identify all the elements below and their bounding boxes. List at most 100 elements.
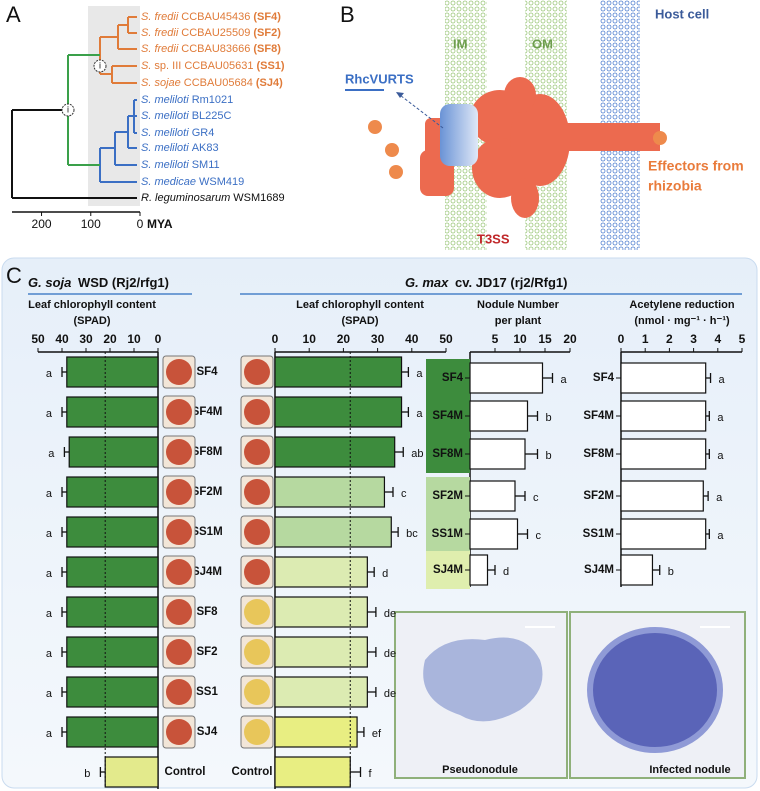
significance-letter: c xyxy=(533,492,539,504)
taxon-name: S. meliloti xyxy=(141,110,189,122)
x-tick-label: 30 xyxy=(371,332,385,346)
nodule xyxy=(244,599,270,625)
significance-letter: a xyxy=(46,728,53,740)
bar xyxy=(66,476,159,508)
bar xyxy=(274,556,368,588)
x-tick-label: 40 xyxy=(55,332,69,346)
node-marker xyxy=(61,103,75,117)
bar xyxy=(620,518,707,550)
panel-letter: C xyxy=(6,263,22,288)
species: G. soja xyxy=(28,275,71,290)
nodule xyxy=(244,679,270,705)
taxon-strain: CCBAU45436 xyxy=(181,11,250,23)
nodule xyxy=(244,439,270,465)
significance-letter: ef xyxy=(372,728,382,740)
micrograph-label: Pseudonodule xyxy=(442,764,518,776)
taxon-code: (SF4) xyxy=(253,11,281,23)
nodule xyxy=(244,479,270,505)
category-label: SF4M xyxy=(192,406,223,418)
chart-title: Acetylene reduction xyxy=(629,299,734,311)
category-label: SF2M xyxy=(432,490,463,502)
significance-letter: d xyxy=(382,568,388,580)
bar xyxy=(469,400,529,432)
significance-letter: a xyxy=(561,374,568,386)
x-tick-label: 0 xyxy=(618,332,625,346)
x-tick-label: 10 xyxy=(513,332,527,346)
category-box xyxy=(426,435,470,473)
significance-letter: b xyxy=(84,768,90,780)
root xyxy=(11,109,137,199)
x-tick-label: 5 xyxy=(492,332,499,346)
group-header: G. max cv. JD17 (rj2/Rfg1) xyxy=(405,275,567,290)
category-box xyxy=(426,397,470,435)
significance-letter: a xyxy=(46,408,53,420)
significance-letter: bc xyxy=(406,528,418,540)
om-label: OM xyxy=(532,36,553,51)
taxon-label: S. meliloti GR4 xyxy=(141,127,214,139)
taxon-code: (SF2) xyxy=(253,27,281,39)
nodule xyxy=(166,559,192,585)
bar xyxy=(68,436,159,468)
taxon-code: (SS1) xyxy=(256,60,284,72)
bar xyxy=(66,596,159,628)
x-tick-label: 0 xyxy=(272,332,279,346)
x-tick-label: 40 xyxy=(405,332,419,346)
significance-letter: a xyxy=(46,688,53,700)
nodule xyxy=(166,359,192,385)
significance-letter: de xyxy=(384,688,396,700)
category-label: SF8 xyxy=(196,606,218,618)
bar xyxy=(274,476,386,508)
cultivar: WSD (Rj2/rfg1) xyxy=(78,275,169,290)
taxon-name: S. xyxy=(141,60,151,72)
x-tick-label: 100 xyxy=(81,217,101,231)
significance-letter: b xyxy=(546,450,552,462)
bar xyxy=(469,438,526,470)
category-label: SJ4M xyxy=(584,564,614,576)
taxon-strain: Rm1021 xyxy=(192,94,234,106)
taxon-label: R. leguminosarum WSM1689 xyxy=(141,192,285,204)
x-tick-label: 5 xyxy=(739,332,746,346)
taxon-strain: BL225C xyxy=(192,110,232,122)
x-tick-label: 10 xyxy=(303,332,317,346)
x-tick-label: 20 xyxy=(563,332,577,346)
bar xyxy=(620,400,707,432)
nodule xyxy=(244,559,270,585)
significance-letter: a xyxy=(716,492,723,504)
bar xyxy=(274,516,392,548)
bar xyxy=(274,436,396,468)
host-label: Host cell xyxy=(655,6,709,21)
x-tick-label: 2 xyxy=(666,332,673,346)
x-tick-label: 15 xyxy=(538,332,552,346)
taxon-strain: WSM1689 xyxy=(233,192,284,204)
bar xyxy=(620,554,654,586)
bar xyxy=(274,756,351,788)
category-label: SF2M xyxy=(583,490,614,502)
nodule xyxy=(244,639,270,665)
taxon-name: S. fredii xyxy=(141,43,179,55)
bar xyxy=(274,356,403,388)
category-box xyxy=(426,551,470,589)
significance-letter: a xyxy=(717,412,724,424)
taxon-label: S. meliloti BL225C xyxy=(141,110,231,122)
significance-letter: de xyxy=(384,608,396,620)
species: G. max xyxy=(405,275,449,290)
nodule xyxy=(244,519,270,545)
significance-letter: b xyxy=(668,566,674,578)
panel-letter: B xyxy=(340,2,355,27)
category-label: SJ4M xyxy=(192,566,222,578)
tissue xyxy=(587,627,723,753)
panel-letter: A xyxy=(6,2,21,27)
category-label: Control xyxy=(165,766,206,778)
chart-title: per plant xyxy=(495,315,542,327)
category-box xyxy=(426,515,470,553)
taxon-label: S. fredii CCBAU25509 (SF2) xyxy=(141,27,281,39)
nodule xyxy=(244,399,270,425)
nodule xyxy=(244,359,270,385)
category-label: SS1M xyxy=(583,528,614,540)
taxon-strain: CCBAU83666 xyxy=(181,43,250,55)
nodule xyxy=(166,719,192,745)
chart-title: Leaf chlorophyll content xyxy=(28,299,156,311)
